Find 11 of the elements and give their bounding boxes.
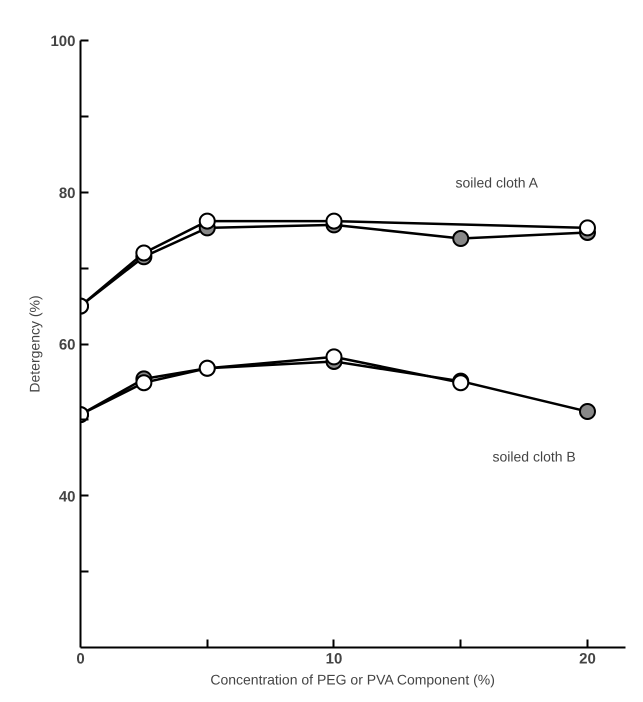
y-tick-label: 100 [50,33,76,50]
x-tick-label: 10 [326,650,342,668]
y-tick-label: 80 [58,184,76,202]
x-tick-label: 0 [76,650,85,668]
y-tick-label: 60 [58,336,76,354]
x-axis-title: Concentration of PEG or PVA Component (%) [210,672,495,688]
annotation: soiled cloth A [456,174,539,190]
x-tick-label: 20 [579,650,596,668]
y-tick-label: 40 [58,488,76,506]
annotation: soiled cloth B [492,448,576,464]
y-axis-title: Detergency (%) [26,295,42,393]
